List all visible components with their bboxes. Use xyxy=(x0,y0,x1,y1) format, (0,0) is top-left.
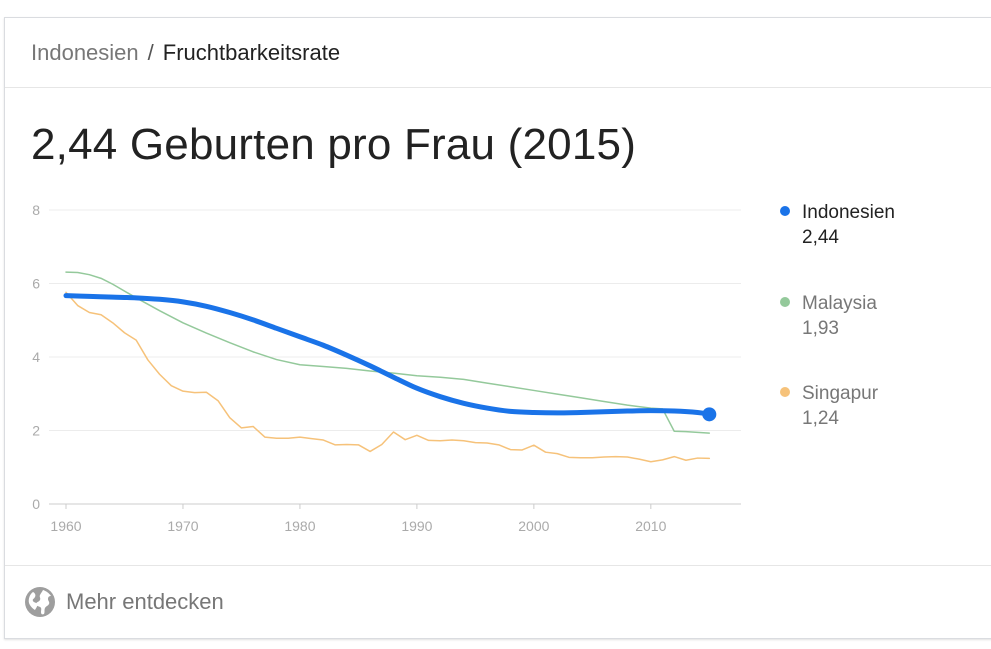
x-tick-label: 1960 xyxy=(50,518,81,534)
series-lines xyxy=(63,271,717,463)
legend-series-name: Singapur xyxy=(802,383,879,404)
y-tick-label: 8 xyxy=(32,202,40,218)
x-tick-label: 2010 xyxy=(635,518,666,534)
explore-more-link[interactable]: Mehr entdecken xyxy=(5,565,991,638)
legend-series-value: 1,93 xyxy=(802,318,839,339)
x-tick-label: 1990 xyxy=(401,518,432,534)
y-tick-label: 0 xyxy=(32,496,40,512)
legend-marker xyxy=(780,387,790,397)
legend-item-singapur[interactable]: Singapur 1,24 xyxy=(780,383,879,429)
breadcrumb-topic: Fruchtbarkeitsrate xyxy=(162,39,341,65)
x-tick-label: 2000 xyxy=(518,518,549,534)
fertility-line-chart[interactable]: 0 2 4 6 8 1960 1970 1980 1990 2000 2010 Indonesie… xyxy=(5,18,991,578)
globe-icon xyxy=(25,587,55,617)
breadcrumb: Indonesien / Fruchtbarkeitsrate xyxy=(5,18,991,88)
breadcrumb-country[interactable]: Indonesien xyxy=(31,39,139,65)
series-line-singapur[interactable] xyxy=(65,291,711,463)
legend-series-name: Malaysia xyxy=(802,293,877,314)
x-tick-label: 1980 xyxy=(284,518,315,534)
series-line-indonesien[interactable] xyxy=(63,293,712,417)
fertility-card: Indonesien / Fruchtbarkeitsrate 2,44 Geb… xyxy=(4,17,991,639)
explore-more-label: Mehr entdecken xyxy=(66,589,224,614)
legend: Indonesien 2,44 Malaysia 1,93 Singapur 1,24 xyxy=(780,202,895,429)
series-endpoint-indonesien[interactable] xyxy=(702,407,717,422)
legend-series-value: 2,44 xyxy=(802,227,839,248)
x-axis-ticks: 1960 1970 1980 1990 2000 2010 xyxy=(50,504,667,534)
y-tick-label: 6 xyxy=(32,276,40,292)
series-line-malaysia[interactable] xyxy=(65,271,711,434)
breadcrumb-separator: / xyxy=(147,39,154,65)
y-tick-label: 2 xyxy=(32,423,40,439)
y-tick-label: 4 xyxy=(32,349,40,365)
legend-marker xyxy=(780,206,790,216)
legend-item-indonesien[interactable]: Indonesien 2,44 xyxy=(780,202,895,248)
grid-lines xyxy=(49,209,741,505)
legend-series-name: Indonesien xyxy=(802,202,895,223)
legend-item-malaysia[interactable]: Malaysia 1,93 xyxy=(780,293,877,339)
legend-series-value: 1,24 xyxy=(802,408,839,429)
legend-marker xyxy=(780,297,790,307)
x-tick-label: 1970 xyxy=(167,518,198,534)
y-axis-ticks: 0 2 4 6 8 xyxy=(32,202,40,512)
headline-value: 2,44 Geburten pro Frau (2015) xyxy=(31,120,637,169)
